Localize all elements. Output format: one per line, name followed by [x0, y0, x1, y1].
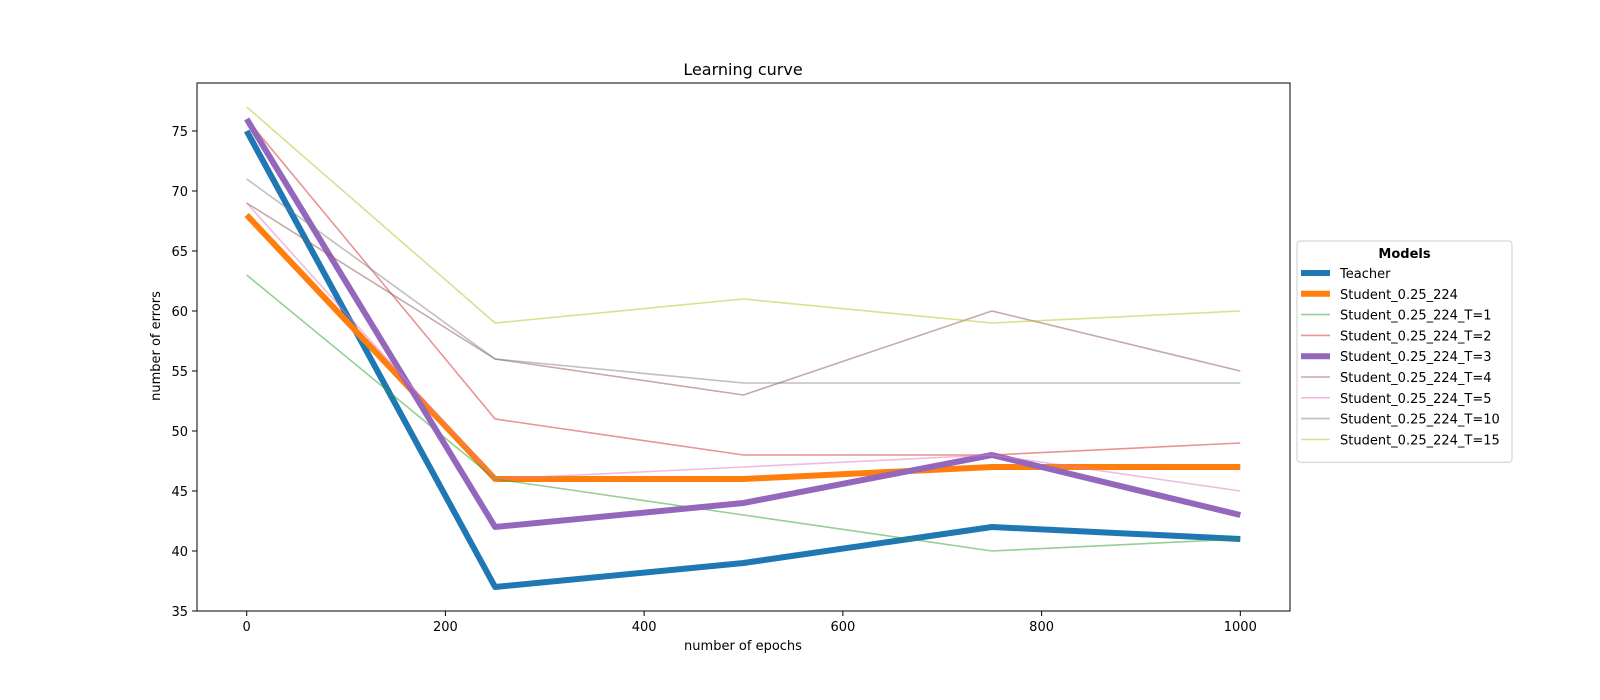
series-line-2	[246, 274, 1241, 552]
legend-label-0: Teacher	[1339, 267, 1391, 282]
y-tick-label: 70	[171, 185, 188, 200]
y-tick-label: 55	[171, 365, 188, 380]
y-tick-label: 60	[171, 305, 188, 320]
legend-label-6: Student_0.25_224_T=5	[1340, 392, 1492, 407]
x-axis-title: number of epochs	[684, 639, 802, 654]
legend-label-2: Student_0.25_224_T=1	[1340, 309, 1492, 324]
x-tick-label: 200	[433, 620, 458, 635]
x-tick-label: 0	[243, 620, 251, 635]
series-line-8	[246, 106, 1241, 324]
series-line-3	[246, 118, 1241, 456]
plot-area: 0 200 400 600 800 1000 35 40 45 50 55 60 65 70 75	[171, 82, 1291, 635]
legend-label-5: Student_0.25_224_T=4	[1340, 371, 1492, 386]
series-line-6	[246, 202, 1241, 492]
series-line-7	[246, 178, 1241, 384]
axes-frame	[196, 82, 1291, 612]
y-tick-label: 45	[171, 485, 188, 500]
series-line-0	[244, 129, 1241, 590]
x-tick-label: 400	[632, 620, 657, 635]
y-tick-label: 75	[171, 125, 188, 140]
y-tick-label: 50	[171, 425, 188, 440]
legend-label-4: Student_0.25_224_T=3	[1340, 350, 1492, 365]
x-tick-label: 600	[830, 620, 855, 635]
y-tick-label: 35	[171, 605, 188, 620]
series-lines	[244, 106, 1242, 590]
legend-label-7: Student_0.25_224_T=10	[1340, 413, 1500, 428]
y-tick-label: 40	[171, 545, 188, 560]
chart-title: Learning curve	[683, 60, 802, 79]
legend-label-3: Student_0.25_224_T=2	[1340, 329, 1492, 344]
legend-title: Models	[1378, 247, 1430, 262]
x-tick-label: 800	[1029, 620, 1054, 635]
series-line-1	[244, 212, 1241, 482]
x-tick-label: 1000	[1224, 620, 1257, 635]
y-axis-title: number of errors	[149, 291, 164, 401]
legend-label-8: Student_0.25_224_T=15	[1340, 433, 1500, 448]
legend-label-1: Student_0.25_224	[1340, 288, 1458, 303]
legend: Models Teacher Student_0.25_224 Student_0.2…	[1296, 240, 1513, 463]
legend-box	[1296, 240, 1513, 463]
y-tick-label: 65	[171, 245, 188, 260]
series-line-4	[244, 117, 1242, 530]
series-line-5	[246, 202, 1241, 396]
